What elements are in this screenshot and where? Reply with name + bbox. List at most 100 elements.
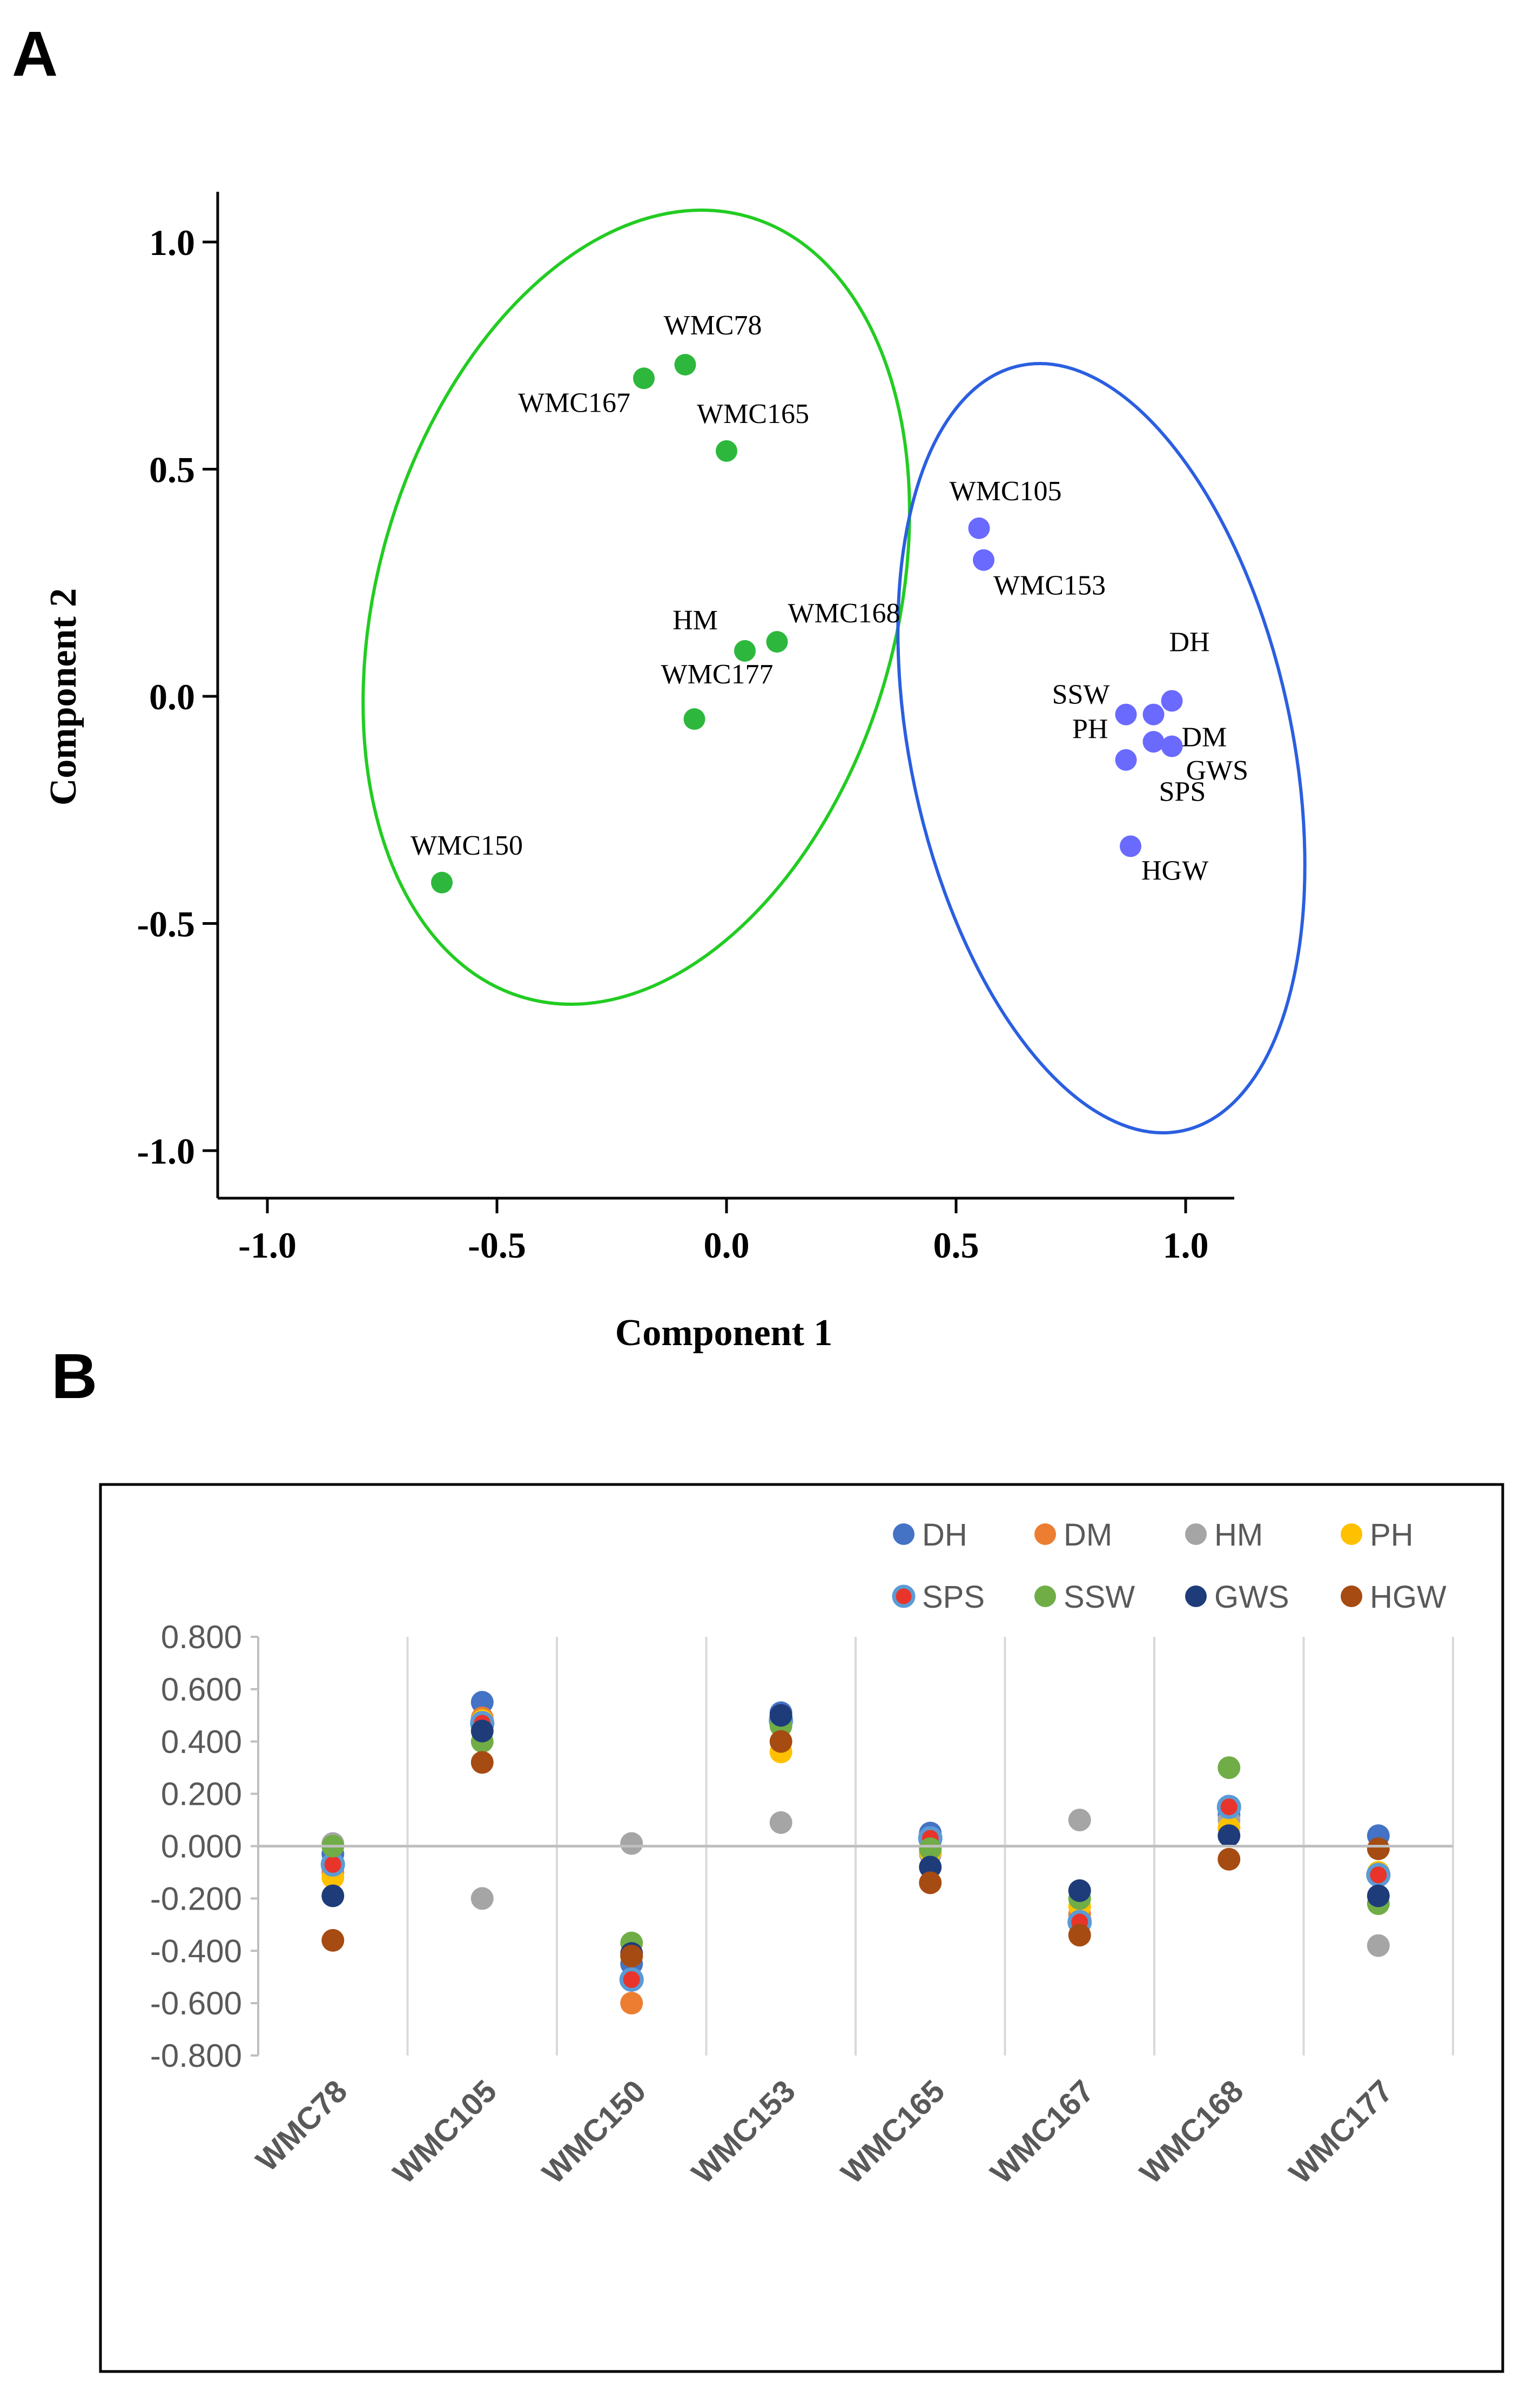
chart-b-y-tick-label: 0.200	[161, 1776, 242, 1812]
chart-b-point-sps	[1216, 1795, 1241, 1819]
chart-b-point-dh	[470, 1691, 494, 1714]
chart-b-point-hgw	[470, 1751, 494, 1774]
chart-b-point-hm	[1068, 1809, 1091, 1832]
chart-a-point-wmc105	[968, 517, 990, 539]
chart-a-point-label: SSW	[1052, 680, 1110, 710]
chart-a-point-sps	[1142, 703, 1165, 725]
chart-b-y-tick-label: 0.400	[161, 1724, 242, 1760]
chart-a-group-ellipse-markers	[361, 209, 911, 1006]
chart-b-legend-label: DH	[922, 1517, 967, 1553]
chart-b-point-sps	[1366, 1863, 1391, 1887]
chart-b-legend-marker-ph	[1341, 1523, 1362, 1545]
chart-b-point-ssw	[919, 1837, 942, 1860]
chart-a-point-hm	[734, 640, 756, 662]
chart-b-legend-marker-gws	[1185, 1585, 1207, 1607]
chart-b-point-gws	[919, 1856, 942, 1879]
chart-a-y-tick-label: 1.0	[149, 222, 195, 263]
chart-a-point-label: PH	[1072, 714, 1108, 745]
chart-a-y-tick-label: 0.0	[149, 676, 195, 717]
chart-a-y-tick-label: -1.0	[137, 1131, 195, 1172]
panel-label-a: A	[12, 18, 58, 90]
chart-a-point-gws	[1142, 731, 1165, 753]
chart-a-point-label: HM	[673, 605, 718, 636]
chart-a-point-wmc78	[674, 354, 696, 376]
chart-a-point-dh	[1161, 690, 1183, 712]
chart-a-point-wmc177	[683, 708, 705, 730]
chart-b-point-sps	[619, 1967, 644, 1992]
chart-b-point-hgw	[1068, 1924, 1091, 1947]
chart-a-point-hgw	[1120, 835, 1141, 857]
chart-b-legend-label: HGW	[1370, 1580, 1447, 1615]
chart-a-x-axis-label: Component 1	[615, 1312, 833, 1354]
chart-a-x-tick-label: 1.0	[1163, 1225, 1209, 1266]
chart-b-point-gws	[769, 1704, 792, 1727]
chart-b-legend-marker-dm	[1034, 1523, 1056, 1545]
chart-b-legend-label: DM	[1064, 1517, 1112, 1553]
chart-b-point-hm	[470, 1887, 494, 1910]
chart-a-point-label: WMC150	[411, 830, 523, 861]
panel-label-b: B	[51, 1341, 97, 1412]
chart-b-legend-marker-ssw	[1034, 1585, 1056, 1607]
chart-b-point-dm	[620, 1992, 643, 2015]
chart-a-group-ellipse-traits	[896, 362, 1307, 1134]
chart-b-point-hgw	[1218, 1847, 1241, 1871]
chart-b-scatter: 0.800 0.600 0.400 0.200 0.000 -0.200 -0.400 -0.…	[99, 1483, 1504, 2373]
chart-a-scatter: WMC78 WMC167 WMC165 WMC168 HM WMC177 WMC150 WMC…	[43, 192, 1307, 1354]
chart-b-point-hgw	[769, 1730, 792, 1753]
chart-b-y-tick-label: -0.800	[150, 2038, 242, 2074]
chart-a-point-ssw	[1115, 703, 1137, 725]
chart-a-x-tick-label: 0.5	[933, 1225, 979, 1266]
chart-a-x-tick-label: -0.5	[468, 1225, 526, 1266]
chart-a-point-wmc167	[633, 367, 655, 389]
chart-a-point-wmc150	[431, 871, 453, 893]
chart-b-legend-label: HM	[1214, 1517, 1263, 1553]
chart-a-point-ph	[1115, 749, 1137, 771]
chart-a-point-label: DM	[1182, 722, 1227, 753]
chart-a-point-label: WMC78	[664, 310, 762, 341]
chart-b-legend-marker-dh	[893, 1523, 914, 1545]
chart-a-y-tick-label: 0.5	[149, 449, 195, 491]
chart-a-point-dm	[1161, 735, 1183, 757]
chart-a-point-label: WMC165	[697, 399, 809, 429]
chart-b-y-tick-label: -0.600	[150, 1985, 242, 2021]
chart-b-y-tick-label: 0.000	[161, 1829, 242, 1865]
chart-a-point-label: WMC153	[993, 570, 1106, 601]
chart-a-point-label: WMC168	[788, 598, 900, 629]
chart-a-point-wmc153	[973, 549, 994, 571]
chart-b-point-hgw	[919, 1871, 942, 1894]
chart-b-point-gws	[1068, 1879, 1091, 1902]
chart-a-point-label: WMC105	[950, 476, 1062, 507]
chart-a-point-label: WMC167	[518, 387, 630, 418]
chart-a-point-label: HGW	[1141, 856, 1208, 886]
chart-b-point-gws	[470, 1719, 494, 1743]
chart-a-point-label: SPS	[1159, 777, 1206, 808]
chart-b-point-hgw	[321, 1929, 345, 1952]
chart-b-legend-label: SSW	[1064, 1580, 1135, 1615]
chart-b-legend-marker-sps	[892, 1584, 916, 1608]
chart-b-point-gws	[1218, 1824, 1241, 1847]
chart-a-point-label: DH	[1169, 627, 1210, 657]
chart-b-point-hm	[769, 1811, 792, 1834]
chart-a-x-tick-label: -1.0	[238, 1225, 297, 1266]
chart-b-point-gws	[321, 1884, 345, 1907]
chart-a-point-wmc168	[766, 631, 788, 653]
chart-b-point-hgw	[620, 1944, 643, 1967]
chart-b-point-gws	[1367, 1884, 1390, 1907]
chart-b-y-tick-label: 0.800	[161, 1619, 242, 1655]
chart-b-legend-label: SPS	[922, 1580, 985, 1615]
chart-a-point-label: WMC177	[661, 659, 774, 690]
chart-a-y-axis-label: Component 2	[43, 588, 84, 806]
chart-a-y-tick-label: -0.5	[137, 904, 195, 945]
chart-b-point-ssw	[1218, 1756, 1241, 1779]
chart-b-point-hm	[620, 1832, 643, 1855]
chart-a-point-wmc165	[716, 440, 737, 462]
chart-b-legend-marker-hgw	[1341, 1585, 1362, 1607]
chart-b-y-tick-label: 0.600	[161, 1671, 242, 1708]
chart-b-point-hgw	[1367, 1837, 1390, 1860]
chart-b-y-tick-label: -0.400	[150, 1933, 242, 1969]
chart-b-y-tick-label: -0.200	[150, 1880, 242, 1917]
chart-a-x-tick-label: 0.0	[704, 1225, 750, 1266]
chart-b-legend-label: GWS	[1214, 1580, 1289, 1615]
chart-b-frame	[99, 1483, 1504, 2373]
